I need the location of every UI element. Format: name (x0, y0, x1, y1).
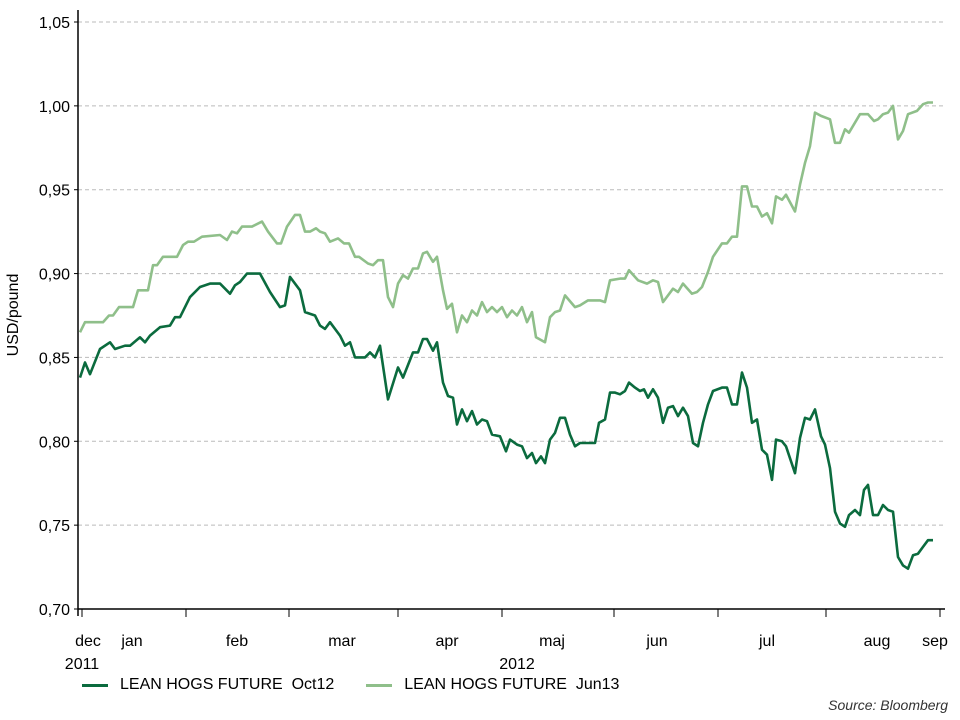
legend-item-jun13: LEAN HOGS FUTURE Jun13 (366, 676, 619, 694)
x-tick-label: jan (120, 633, 142, 650)
chart-legend: LEAN HOGS FUTURE Oct12 LEAN HOGS FUTURE … (82, 676, 651, 694)
x-tick-label: mar (328, 633, 356, 650)
y-tick-label: 0,85 (39, 350, 70, 367)
y-tick-label: 0,75 (39, 518, 70, 535)
y-tick-label: 0,70 (39, 602, 70, 619)
x-tick-label: dec (75, 633, 101, 650)
x-tick-label: sep (922, 633, 948, 650)
x-tick-label: jul (758, 633, 775, 650)
y-tick-label: 1,00 (39, 99, 70, 116)
legend-swatch-jun13 (366, 683, 393, 687)
x-tick-label: aug (864, 633, 891, 650)
x-tick-label: apr (435, 633, 459, 650)
x-tick-label: jun (645, 633, 667, 650)
y-tick-label: 0,80 (39, 434, 70, 451)
legend-label-oct12: LEAN HOGS FUTURE Oct12 (120, 676, 335, 693)
x-year-label: 2011 (65, 656, 100, 673)
x-year-label: 2012 (499, 656, 535, 673)
series-line-oct12 (78, 272, 933, 570)
x-tick-label: feb (226, 633, 248, 650)
source-note: Source: Bloomberg (828, 697, 948, 713)
y-tick-label: 1,05 (39, 15, 70, 32)
y-axis-label: USD/pound (5, 274, 22, 357)
x-tick-label: maj (539, 633, 565, 650)
y-tick-label: 0,90 (39, 267, 70, 284)
y-tick-label: 0,95 (39, 183, 70, 200)
legend-label-jun13: LEAN HOGS FUTURE Jun13 (404, 676, 620, 693)
legend-item-oct12: LEAN HOGS FUTURE Oct12 (82, 676, 334, 694)
series-line-jun13 (78, 101, 933, 344)
legend-swatch-oct12 (82, 683, 108, 687)
